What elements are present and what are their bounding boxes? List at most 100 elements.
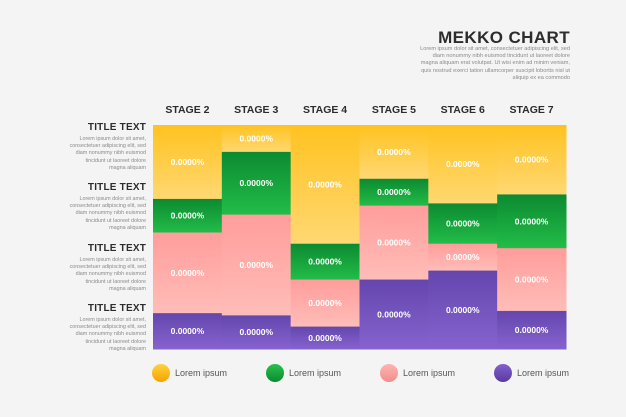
segment-value-label: 0.0000% <box>515 275 549 285</box>
mekko-segment <box>359 178 429 207</box>
mekko-segment <box>497 248 567 312</box>
row-text-block: TITLE TEXT Lorem ipsum dolor sit amet, c… <box>60 243 146 293</box>
segment-value-label: 0.0000% <box>239 260 273 270</box>
row-text-block: TITLE TEXT Lorem ipsum dolor sit amet, c… <box>60 122 146 172</box>
legend-label: Lorem ipsum <box>403 368 456 378</box>
segment-value-label: 0.0000% <box>377 147 411 157</box>
row-description-line: consectetuer adipiscing elit, sed <box>69 324 146 331</box>
segment-value-label: 0.0000% <box>446 159 480 169</box>
mekko-segment <box>221 125 292 153</box>
legend-label: Lorem ipsum <box>517 368 570 378</box>
mekko-segment <box>428 243 498 272</box>
segment-value-label: 0.0000% <box>446 252 480 262</box>
mekko-segment <box>497 194 567 249</box>
row-description-line: magna aliquam <box>109 345 146 352</box>
legend-item: Lorem ipsum <box>266 364 341 382</box>
chart-description-line: quis nostrud exerci tation ullamcorper s… <box>421 67 570 74</box>
row-description-line: tincidunt ut laoreet dolore <box>85 278 146 285</box>
mekko-segment <box>290 125 360 245</box>
mekko-segment <box>497 310 567 350</box>
row-description: Lorem ipsum dolor sit amet, consectetuer… <box>60 257 146 293</box>
mekko-segment <box>153 198 223 234</box>
segment-value-label: 0.0000% <box>308 179 342 189</box>
stage-label: STAGE 2 <box>165 104 209 116</box>
stage-label: STAGE 5 <box>372 104 416 116</box>
legend-item: Lorem ipsum <box>494 364 569 382</box>
row-description-line: magna aliquam <box>109 285 146 292</box>
mekko-segment <box>428 125 498 204</box>
chart-title: MEKKO CHART <box>438 28 570 47</box>
mekko-segment <box>497 125 567 195</box>
mekko-segment <box>428 203 498 245</box>
row-description-line: tincidunt ut laoreet dolore <box>85 157 146 164</box>
row-title: TITLE TEXT <box>87 243 146 254</box>
legend-label: Lorem ipsum <box>175 368 228 378</box>
mekko-segment <box>359 205 429 281</box>
chart-description-line: diam nonummy nibh euismod tincidunt ut l… <box>432 53 570 60</box>
stage-label: STAGE 6 <box>441 104 485 116</box>
stage-label: STAGE 4 <box>303 104 347 116</box>
mekko-segment <box>359 125 429 180</box>
chart-description: Lorem ipsum dolor sit amet, consectetuer… <box>400 46 570 82</box>
segment-value-label: 0.0000% <box>377 187 411 197</box>
row-description-line: magna aliquam <box>109 224 146 231</box>
segment-value-label: 0.0000% <box>308 333 342 343</box>
row-description-line: diam nonummy nibh euismod <box>75 331 146 338</box>
mekko-segment <box>290 326 360 350</box>
segment-value-label: 0.0000% <box>239 178 273 188</box>
row-title: TITLE TEXT <box>87 303 146 314</box>
row-description-line: Lorem ipsum dolor sit amet, <box>79 136 146 142</box>
mekko-segment <box>428 270 498 350</box>
mekko-segment <box>221 151 292 216</box>
segment-value-label: 0.0000% <box>377 309 411 319</box>
chart-description-line: aliquip ex ea commodo <box>512 74 570 81</box>
mekko-segment <box>290 243 360 281</box>
legend-swatch <box>266 364 284 382</box>
segment-value-label: 0.0000% <box>377 238 411 248</box>
segment-value-label: 0.0000% <box>446 219 480 229</box>
row-title: TITLE TEXT <box>87 182 146 193</box>
stage-label: STAGE 3 <box>234 104 278 116</box>
segment-value-label: 0.0000% <box>308 298 342 308</box>
chart-description-line: magna aliquam erat volutpat. Ut wisi eni… <box>420 60 570 67</box>
mekko-segment <box>153 125 223 200</box>
legend-swatch <box>494 364 512 382</box>
segment-value-label: 0.0000% <box>171 157 205 167</box>
segment-value-label: 0.0000% <box>239 133 273 143</box>
segment-value-label: 0.0000% <box>446 305 480 315</box>
row-description-line: diam nonummy nibh euismod <box>75 150 146 157</box>
row-text-block: TITLE TEXT Lorem ipsum dolor sit amet, c… <box>60 182 146 232</box>
segment-value-label: 0.0000% <box>239 327 273 337</box>
row-description-line: consectetuer adipiscing elit, sed <box>69 203 146 210</box>
row-description-line: diam nonummy nibh euismod <box>75 271 146 278</box>
row-description-line: tincidunt ut laoreet dolore <box>85 217 146 224</box>
stage-label: STAGE 7 <box>510 104 554 116</box>
mekko-segment <box>153 232 223 314</box>
row-description-line: Lorem ipsum dolor sit amet, <box>79 257 146 263</box>
row-title: TITLE TEXT <box>87 122 146 133</box>
legend-item: Lorem ipsum <box>152 364 227 382</box>
row-description-line: Lorem ipsum dolor sit amet, <box>79 317 146 323</box>
row-description: Lorem ipsum dolor sit amet, consectetuer… <box>60 317 146 353</box>
legend-swatch <box>380 364 398 382</box>
legend-label: Lorem ipsum <box>289 368 342 378</box>
mekko-segment <box>221 315 292 350</box>
segment-value-label: 0.0000% <box>515 216 549 226</box>
segment-value-label: 0.0000% <box>515 155 549 165</box>
segment-value-label: 0.0000% <box>515 325 549 335</box>
legend-item: Lorem ipsum <box>380 364 455 382</box>
mekko-segment <box>359 279 429 350</box>
segment-value-label: 0.0000% <box>171 268 205 278</box>
row-description-line: magna aliquam <box>109 164 146 171</box>
mekko-segment <box>153 313 223 350</box>
row-description-line: consectetuer adipiscing elit, sed <box>69 143 146 150</box>
row-description: Lorem ipsum dolor sit amet, consectetuer… <box>60 136 146 172</box>
mekko-segment <box>221 214 292 316</box>
chart-description-line: Lorem ipsum dolor sit amet, consectetuer… <box>420 46 570 52</box>
segment-value-label: 0.0000% <box>171 326 205 336</box>
row-text-block: TITLE TEXT Lorem ipsum dolor sit amet, c… <box>60 303 146 353</box>
row-description-line: Lorem ipsum dolor sit amet, <box>79 196 146 202</box>
segment-value-label: 0.0000% <box>171 211 205 221</box>
row-description-line: tincidunt ut laoreet dolore <box>85 338 146 345</box>
